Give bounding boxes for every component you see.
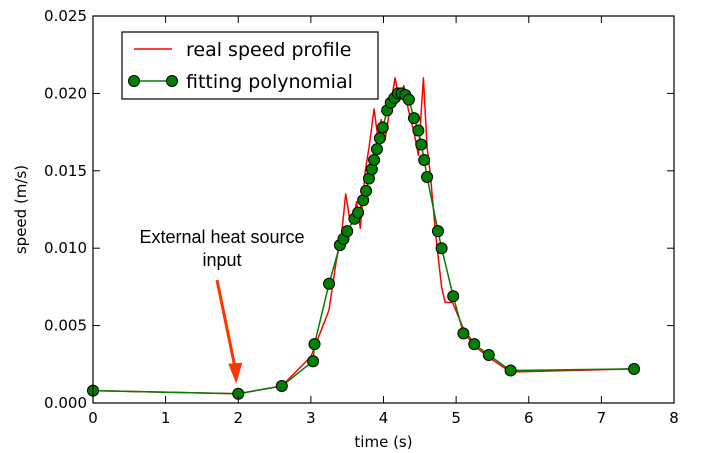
data-point: [447, 290, 460, 303]
legend-marker-fitting: [128, 75, 140, 87]
y-tick-label: 0.020: [44, 84, 87, 102]
data-point: [415, 138, 428, 151]
x-tick-label: 7: [597, 409, 607, 427]
data-point: [376, 121, 389, 134]
y-tick-label: 0.000: [44, 394, 87, 412]
y-tick-label: 0.025: [44, 7, 87, 25]
data-point: [468, 338, 481, 351]
x-tick-label: 4: [379, 409, 389, 427]
axis-ticks: 0 1 2 3 4 5 6 7 8 0.000 0.005 0.010 0.015 0.020 0.025: [44, 7, 679, 427]
y-tick-label: 0.015: [44, 162, 87, 180]
legend-label-real-speed: real speed profile: [186, 39, 352, 61]
data-point: [482, 349, 495, 362]
data-point: [412, 124, 425, 137]
legend-label-fitting: fitting polynomial: [186, 71, 353, 93]
data-point: [308, 338, 321, 351]
annotation-text-line1: External heat source: [139, 227, 304, 247]
data-point: [421, 170, 434, 183]
x-axis-label: time (s): [354, 433, 412, 451]
data-point: [373, 132, 386, 145]
y-axis-label: speed (m/s): [12, 165, 30, 254]
data-point: [408, 112, 421, 125]
data-point: [402, 93, 415, 106]
data-point: [275, 379, 288, 392]
x-tick-label: 0: [88, 409, 98, 427]
annotation: External heat source input: [139, 227, 305, 384]
data-point: [341, 225, 354, 238]
data-point: [628, 362, 641, 375]
x-tick-label: 8: [669, 409, 679, 427]
data-point: [323, 277, 336, 290]
x-tick-label: 3: [306, 409, 316, 427]
data-point: [368, 153, 381, 166]
data-point: [457, 327, 470, 340]
legend: real speed profile fitting polynomial: [121, 31, 379, 100]
legend-box: [121, 31, 379, 100]
y-tick-label: 0.010: [44, 239, 87, 257]
data-point: [352, 206, 365, 219]
data-point: [435, 242, 448, 255]
data-point: [307, 355, 320, 368]
x-tick-label: 5: [451, 409, 461, 427]
x-tick-label: 2: [233, 409, 243, 427]
x-tick-label: 6: [524, 409, 534, 427]
y-tick-label: 0.005: [44, 317, 87, 335]
data-point: [418, 153, 431, 166]
data-point: [360, 184, 373, 197]
x-tick-label: 1: [161, 409, 171, 427]
data-point: [431, 225, 444, 238]
data-point: [504, 364, 517, 377]
data-point: [370, 143, 383, 156]
annotation-text-line2: input: [202, 250, 241, 270]
annotation-arrow-head: [228, 362, 243, 384]
legend-marker-fitting: [166, 75, 178, 87]
plot-area: [87, 77, 641, 400]
annotation-arrow: [215, 279, 237, 370]
